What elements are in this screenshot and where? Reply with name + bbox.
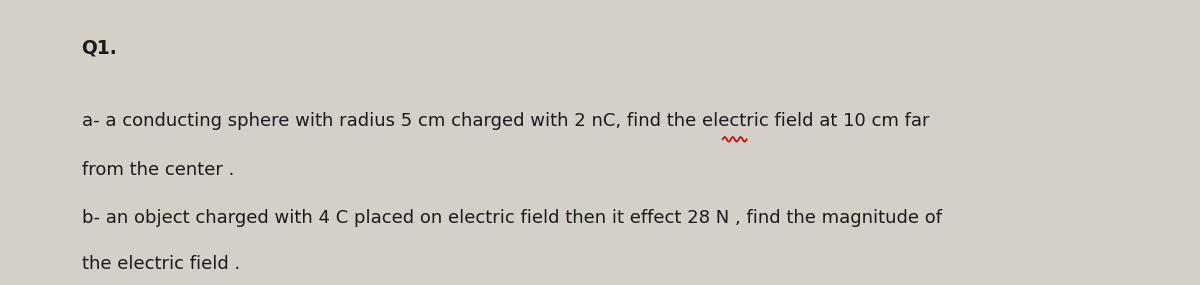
Text: a- a conducting sphere with radius 5 cm charged with 2 nC, find the electric fie: a- a conducting sphere with radius 5 cm … <box>82 112 929 130</box>
Text: Q1.: Q1. <box>82 39 118 58</box>
Text: the electric field .: the electric field . <box>82 255 240 273</box>
Text: from the center .: from the center . <box>82 160 234 179</box>
Text: b- an object charged with 4 C placed on electric field then it effect 28 N , fin: b- an object charged with 4 C placed on … <box>82 209 942 227</box>
